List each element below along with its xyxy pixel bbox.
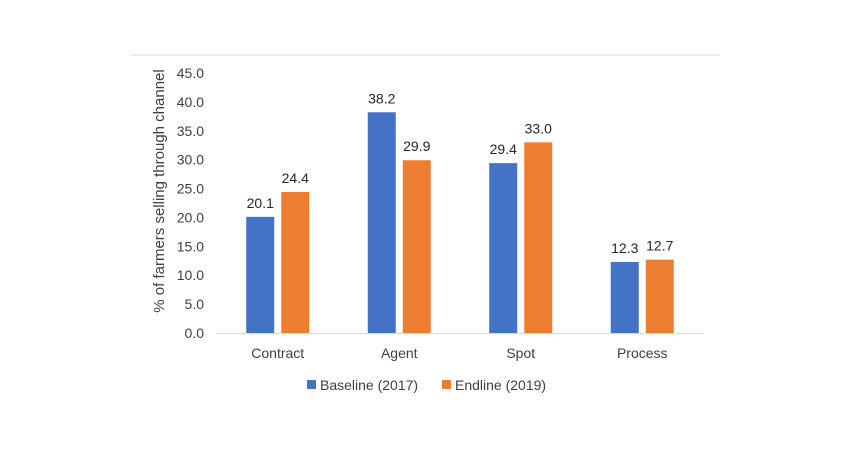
y-tick-label: 35.0 (177, 123, 204, 139)
data-label: 12.3 (611, 240, 638, 256)
bar-agent-endline (402, 160, 431, 333)
y-tick-label: 45.0 (177, 65, 204, 81)
data-label: 29.9 (403, 138, 430, 154)
bar-process-baseline (610, 261, 639, 333)
data-label: 12.7 (646, 238, 673, 254)
y-tick-label: 0.0 (185, 325, 205, 341)
y-axis-title: % of farmers selling through channel (151, 69, 168, 312)
x-tick-label: Process (617, 345, 668, 361)
bar-process-endline (645, 259, 674, 333)
data-label: 29.4 (490, 141, 517, 157)
x-tick-label: Spot (506, 345, 535, 361)
bar-spot-baseline (489, 163, 518, 333)
x-tick-label: Agent (381, 345, 418, 361)
y-tick-label: 30.0 (177, 152, 204, 168)
data-label: 38.2 (368, 90, 395, 106)
legend-swatch-endline (442, 380, 451, 389)
data-label: 20.1 (247, 195, 274, 211)
bar-agent-baseline (367, 112, 396, 334)
y-tick-label: 40.0 (177, 94, 204, 110)
y-tick-label: 15.0 (177, 238, 204, 254)
data-label: 33.0 (525, 120, 552, 136)
legend-label-endline: Endline (2019) (455, 377, 546, 393)
legend-label-baseline: Baseline (2017) (320, 377, 418, 393)
x-tick-label: Contract (251, 345, 304, 361)
bar-spot-endline (524, 142, 553, 333)
y-tick-label: 5.0 (185, 296, 205, 312)
data-label: 24.4 (282, 170, 309, 186)
y-tick-label: 20.0 (177, 209, 204, 225)
legend-swatch-baseline (307, 380, 316, 389)
bar-contract-endline (281, 192, 310, 333)
y-tick-label: 25.0 (177, 181, 204, 197)
y-tick-label: 10.0 (177, 267, 204, 283)
bar-contract-baseline (246, 216, 275, 333)
